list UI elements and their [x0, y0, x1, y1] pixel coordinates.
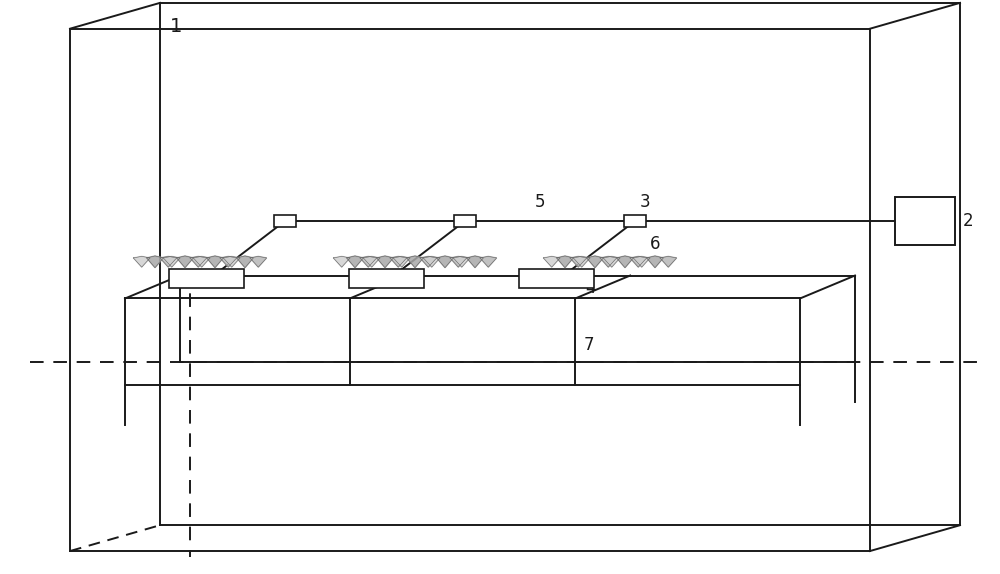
Polygon shape [393, 257, 410, 267]
Bar [274, 215, 296, 227]
Bar [519, 269, 594, 288]
Text: 3: 3 [640, 193, 651, 211]
Polygon shape [133, 257, 150, 267]
Bar [895, 196, 955, 246]
Polygon shape [600, 257, 617, 267]
Polygon shape [147, 256, 163, 267]
Bar [349, 269, 424, 288]
Polygon shape [587, 256, 603, 267]
Polygon shape [407, 256, 423, 267]
Polygon shape [557, 256, 573, 267]
Polygon shape [377, 256, 393, 267]
Polygon shape [543, 257, 560, 267]
Polygon shape [163, 257, 180, 267]
Bar [169, 269, 244, 288]
Polygon shape [333, 257, 350, 267]
Text: 5: 5 [535, 193, 545, 211]
Polygon shape [237, 256, 253, 267]
Text: 1: 1 [170, 17, 182, 36]
Polygon shape [190, 257, 207, 267]
Polygon shape [207, 256, 223, 267]
Polygon shape [630, 257, 647, 267]
Polygon shape [193, 257, 210, 267]
Polygon shape [423, 257, 440, 267]
Polygon shape [160, 257, 177, 267]
Polygon shape [453, 257, 470, 267]
Polygon shape [363, 257, 380, 267]
Polygon shape [420, 257, 437, 267]
Polygon shape [570, 257, 587, 267]
Polygon shape [360, 257, 377, 267]
Polygon shape [437, 256, 453, 267]
Polygon shape [390, 257, 407, 267]
Polygon shape [220, 257, 237, 267]
Polygon shape [250, 257, 267, 267]
Polygon shape [177, 256, 193, 267]
Polygon shape [633, 257, 650, 267]
Polygon shape [347, 256, 363, 267]
Text: 2: 2 [963, 212, 974, 230]
Polygon shape [467, 256, 483, 267]
Text: 7: 7 [584, 336, 595, 354]
Text: 6: 6 [650, 235, 660, 253]
Polygon shape [603, 257, 620, 267]
Bar [454, 215, 476, 227]
Polygon shape [480, 257, 497, 267]
Polygon shape [617, 256, 633, 267]
Polygon shape [223, 257, 240, 267]
Text: 4: 4 [585, 279, 596, 297]
Bar [624, 215, 646, 227]
Polygon shape [647, 256, 663, 267]
Polygon shape [450, 257, 467, 267]
Polygon shape [660, 257, 677, 267]
Polygon shape [573, 257, 590, 267]
